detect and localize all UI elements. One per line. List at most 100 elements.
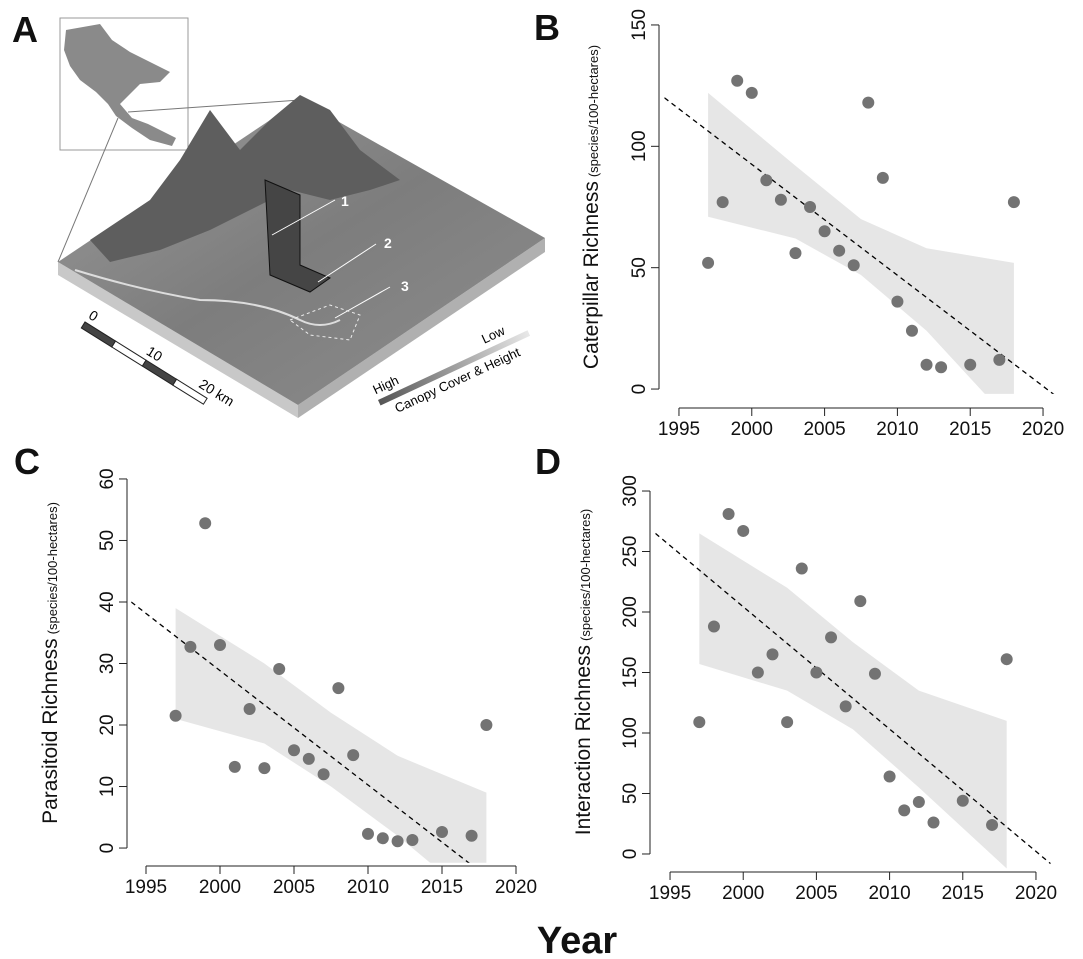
data-point	[869, 668, 881, 680]
y-tick-label: 30	[97, 653, 118, 674]
y-tick-label: 100	[620, 717, 641, 749]
y-axis-title: Caterpillar Richness (species/100-hectare…	[580, 45, 603, 369]
site-label: 2	[384, 235, 392, 251]
page: A 1 2 3 0 10 20 km High Low Cano	[0, 0, 1083, 959]
y-axis-title-main: Caterpillar Richness	[580, 181, 603, 369]
data-point	[986, 819, 998, 831]
y-tick-label: 250	[620, 536, 641, 568]
data-point	[891, 296, 903, 308]
y-axis-title-main: Parasitoid Richness	[39, 638, 62, 824]
data-point	[347, 749, 359, 761]
data-point	[693, 716, 705, 728]
data-point	[746, 87, 758, 99]
data-point	[244, 703, 256, 715]
data-point	[702, 257, 714, 269]
y-axis-title: Interaction Richness (species/100-hectare…	[572, 509, 595, 836]
y-tick-label: 200	[620, 596, 641, 628]
data-point	[480, 719, 492, 731]
y-tick-label: 50	[620, 783, 641, 804]
data-point	[214, 639, 226, 651]
data-point	[921, 359, 933, 371]
data-point	[760, 174, 772, 186]
figure: A 1 2 3 0 10 20 km High Low Cano	[0, 0, 1083, 959]
data-point	[804, 201, 816, 213]
data-point	[170, 710, 182, 722]
x-tick-label: 1995	[649, 883, 691, 904]
data-point	[318, 768, 330, 780]
data-point	[258, 762, 270, 774]
y-tick-label: 300	[620, 475, 641, 507]
x-tick-label: 2015	[949, 419, 991, 440]
data-point	[717, 196, 729, 208]
y-axis-title-sub: (species/100-hectares)	[45, 502, 60, 634]
data-point	[833, 245, 845, 257]
y-tick-label: 50	[97, 530, 118, 551]
plot-area	[655, 533, 1050, 868]
x-tick-label: 2010	[876, 419, 918, 440]
x-tick-label: 2005	[803, 419, 845, 440]
data-point	[789, 247, 801, 259]
x-tick-label: 2015	[942, 883, 984, 904]
data-point	[199, 517, 211, 529]
data-point	[406, 834, 418, 846]
data-point	[288, 744, 300, 756]
y-tick-label: 150	[620, 657, 641, 689]
data-point	[1001, 653, 1013, 665]
legend-title: Canopy Cover & Height	[392, 344, 522, 415]
x-tick-label: 2010	[868, 883, 910, 904]
panel-letter: D	[535, 441, 561, 482]
y-tick-label: 60	[97, 468, 118, 489]
panel-letter: A	[12, 9, 38, 50]
panel-letter: C	[14, 441, 40, 482]
data-point	[466, 830, 478, 842]
data-point	[840, 700, 852, 712]
y-tick-label: 40	[97, 591, 118, 612]
data-point	[377, 832, 389, 844]
x-tick-label: 2020	[1015, 883, 1057, 904]
data-point	[819, 225, 831, 237]
x-tick-label: 2000	[731, 419, 773, 440]
data-point	[898, 804, 910, 816]
data-point	[781, 716, 793, 728]
site-label: 3	[401, 278, 409, 294]
data-point	[848, 259, 860, 271]
x-tick-label: 2010	[347, 877, 389, 898]
data-point	[825, 631, 837, 643]
y-axis-title-sub: (species/100-hectares)	[586, 45, 601, 177]
data-point	[229, 761, 241, 773]
plot-area	[664, 93, 1057, 426]
data-point	[957, 795, 969, 807]
confidence-band	[708, 93, 1014, 426]
data-point	[877, 172, 889, 184]
confidence-band	[176, 608, 487, 909]
scale-label: 0	[86, 307, 101, 325]
x-tick-label: 2000	[199, 877, 241, 898]
data-point	[303, 753, 315, 765]
confidence-band	[699, 533, 1006, 868]
x-axis-title: Year	[537, 920, 618, 959]
y-tick-label: 20	[97, 714, 118, 735]
data-point	[913, 796, 925, 808]
data-point	[810, 667, 822, 679]
data-point	[884, 771, 896, 783]
data-point	[436, 826, 448, 838]
data-point	[273, 663, 285, 675]
x-tick-label: 2015	[421, 877, 463, 898]
x-tick-label: 2000	[722, 883, 764, 904]
data-point	[854, 595, 866, 607]
x-tick-label: 2020	[495, 877, 537, 898]
y-tick-label: 150	[629, 9, 650, 41]
y-axis-title: Parasitoid Richness (species/100-hectares…	[39, 502, 62, 824]
x-tick-label: 1995	[125, 877, 167, 898]
site-label: 1	[341, 193, 349, 209]
map-panel: A 1 2 3 0 10 20 km High Low Cano	[12, 9, 545, 421]
data-point	[723, 508, 735, 520]
y-tick-label: 0	[620, 849, 641, 860]
chart-panel: 199520002005201020152020050100150Caterpi…	[534, 7, 1064, 440]
x-tick-label: 2020	[1022, 419, 1064, 440]
data-point	[184, 641, 196, 653]
data-point	[935, 361, 947, 373]
y-axis-title-sub: (species/100-hectares)	[578, 509, 593, 641]
y-axis-title-main: Interaction Richness	[572, 645, 595, 835]
